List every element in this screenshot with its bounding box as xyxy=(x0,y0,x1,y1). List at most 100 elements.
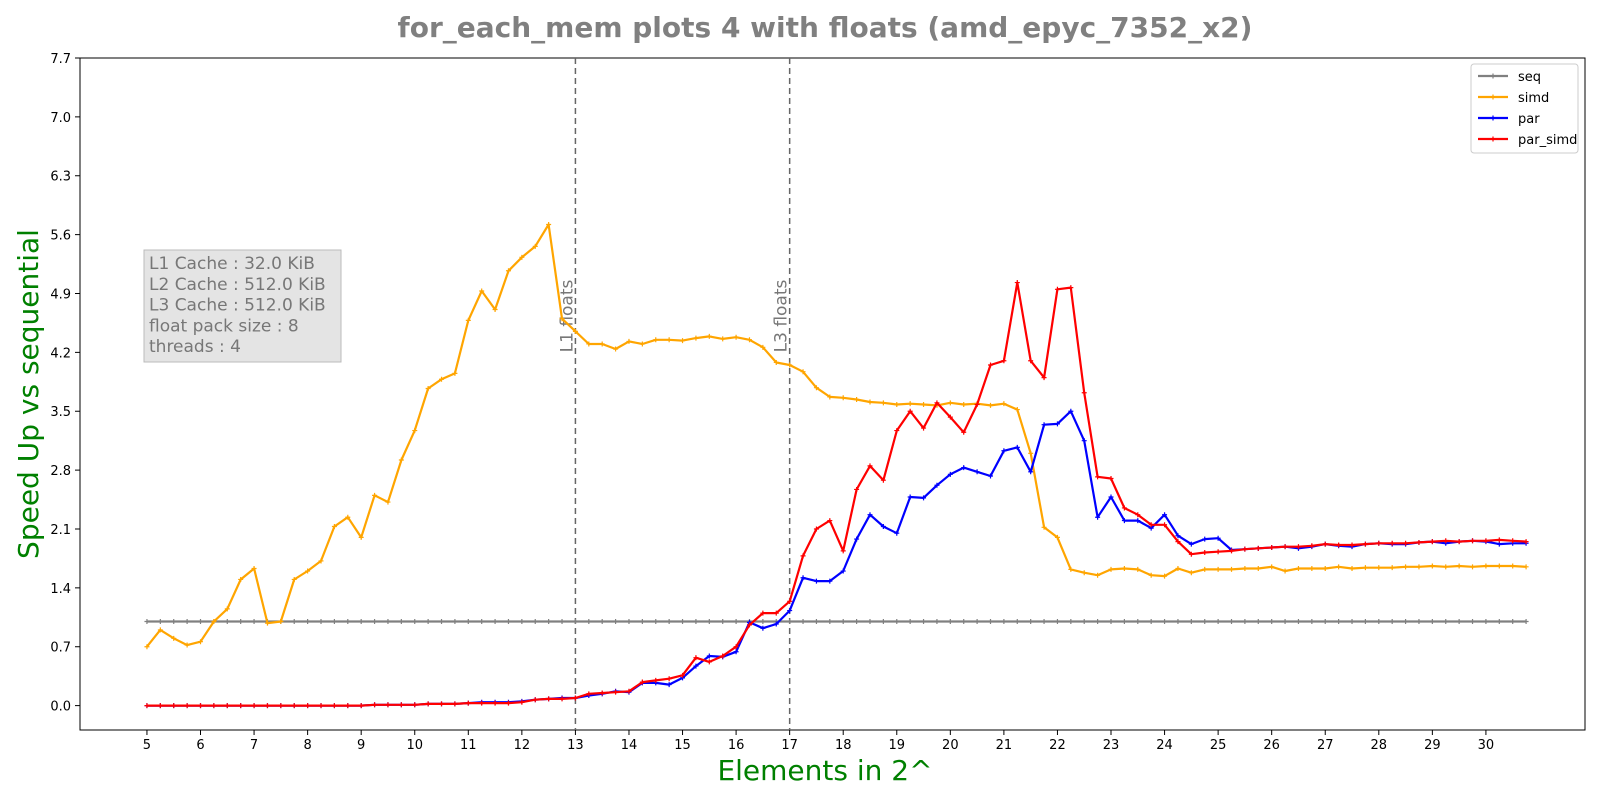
data-point xyxy=(800,575,806,581)
data-point xyxy=(947,471,953,477)
y-tick-label: 7.0 xyxy=(50,111,71,126)
legend: seq simd par par_simd xyxy=(1470,63,1579,154)
x-tick-label: 5 xyxy=(143,738,151,753)
data-point xyxy=(532,243,538,249)
data-point xyxy=(1108,619,1114,625)
data-point xyxy=(1162,512,1168,518)
data-point xyxy=(813,619,819,625)
data-point xyxy=(626,619,632,625)
data-point xyxy=(1229,548,1235,554)
data-point xyxy=(921,619,927,625)
x-tick-label: 12 xyxy=(514,738,531,753)
data-point xyxy=(546,222,552,228)
plot-frame xyxy=(79,57,1586,731)
data-point xyxy=(532,697,538,703)
data-point xyxy=(639,341,645,347)
data-point xyxy=(720,619,726,625)
data-point xyxy=(425,701,431,707)
x-tick-label: 21 xyxy=(996,738,1013,753)
data-point xyxy=(532,619,538,625)
data-point xyxy=(987,402,993,408)
info-line: L3 Cache : 512.0 KiB xyxy=(149,296,326,316)
data-point xyxy=(1416,619,1422,625)
data-point xyxy=(1001,358,1007,364)
data-point xyxy=(198,619,204,625)
data-point xyxy=(854,396,860,402)
data-point xyxy=(465,619,471,625)
data-point xyxy=(1135,512,1141,518)
data-point xyxy=(184,619,190,625)
data-point xyxy=(666,619,672,625)
data-point xyxy=(1175,566,1181,572)
data-point xyxy=(1483,563,1489,569)
data-point xyxy=(693,663,699,669)
series-line-simd xyxy=(146,223,1527,648)
cache-boundary-label: L1 floats xyxy=(557,279,577,352)
data-point xyxy=(1349,619,1355,625)
data-point xyxy=(1336,542,1342,548)
data-point xyxy=(559,696,565,702)
x-tick-label: 6 xyxy=(196,738,204,753)
data-point xyxy=(760,344,766,350)
data-point xyxy=(1121,566,1127,572)
data-point xyxy=(1068,566,1074,572)
series-line-par xyxy=(146,410,1527,707)
data-point xyxy=(452,701,458,707)
data-point xyxy=(733,649,739,655)
data-point xyxy=(291,703,297,709)
data-point xyxy=(1483,619,1489,625)
data-point xyxy=(1175,533,1181,539)
data-point xyxy=(1121,505,1127,511)
x-tick-label: 24 xyxy=(1156,738,1173,753)
data-point xyxy=(1148,572,1154,578)
data-point xyxy=(1041,375,1047,381)
data-point xyxy=(880,619,886,625)
legend-marker xyxy=(1490,73,1496,79)
data-point xyxy=(1081,390,1087,396)
data-point xyxy=(331,523,337,529)
data-point xyxy=(894,402,900,408)
data-point xyxy=(1496,563,1502,569)
data-point xyxy=(1001,448,1007,454)
data-point xyxy=(1496,541,1502,547)
data-point xyxy=(1028,469,1034,475)
data-point xyxy=(1309,543,1315,549)
data-point xyxy=(1376,540,1382,546)
data-point xyxy=(680,672,686,678)
data-point xyxy=(1255,619,1261,625)
data-point xyxy=(331,703,337,709)
data-point xyxy=(706,333,712,339)
data-point xyxy=(1362,541,1368,547)
data-point xyxy=(907,408,913,414)
data-point xyxy=(385,619,391,625)
data-point xyxy=(1095,572,1101,578)
data-point xyxy=(813,526,819,532)
data-point xyxy=(331,619,337,625)
data-point xyxy=(867,399,873,405)
data-point xyxy=(787,362,793,368)
data-point xyxy=(1081,438,1087,444)
data-point xyxy=(706,659,712,665)
data-point xyxy=(760,610,766,616)
data-point xyxy=(639,619,645,625)
data-point xyxy=(1028,619,1034,625)
data-point xyxy=(921,425,927,431)
data-point xyxy=(385,499,391,505)
data-point xyxy=(626,688,632,694)
data-point xyxy=(706,653,712,659)
data-point xyxy=(1295,619,1301,625)
data-point xyxy=(586,619,592,625)
legend-label: par xyxy=(1518,112,1540,127)
data-point xyxy=(224,619,230,625)
x-tick-label: 9 xyxy=(357,738,365,753)
data-point xyxy=(720,336,726,342)
data-point xyxy=(1389,619,1395,625)
data-point xyxy=(599,341,605,347)
data-point xyxy=(1416,539,1422,545)
data-point xyxy=(238,703,244,709)
x-tick-label: 20 xyxy=(942,738,959,753)
data-point xyxy=(479,619,485,625)
data-point xyxy=(1068,619,1074,625)
data-point xyxy=(800,553,806,559)
